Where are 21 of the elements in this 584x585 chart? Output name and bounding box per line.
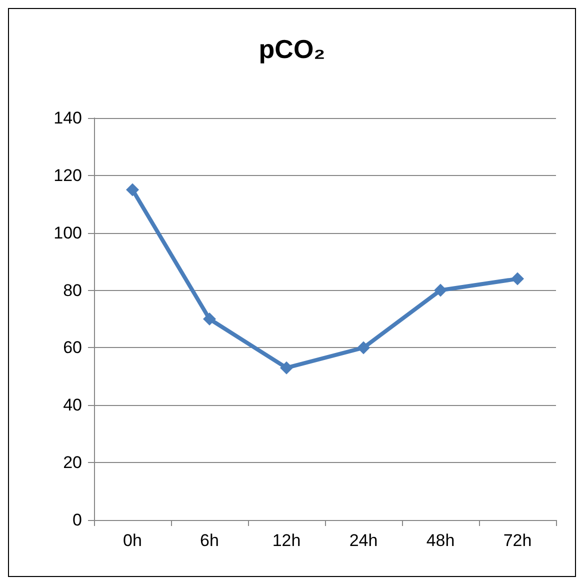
point — [357, 341, 370, 354]
chart-title: pCO₂ — [258, 34, 326, 64]
y-tick-label: 20 — [63, 453, 82, 472]
point — [203, 312, 216, 326]
x-tick-label: 12h — [272, 531, 301, 550]
x-tick-label: 6h — [200, 531, 219, 550]
y-tick-label: 60 — [63, 338, 82, 358]
x-tick-label: 24h — [349, 531, 378, 550]
y-tick-label: 120 — [54, 166, 82, 185]
point — [434, 284, 447, 297]
x-tick-label: 72h — [503, 531, 532, 550]
point — [126, 183, 139, 196]
x-tick-label: 48h — [426, 531, 455, 550]
point — [511, 272, 524, 286]
y-tick-label: 80 — [63, 280, 82, 300]
y-tick-label: 100 — [54, 223, 82, 242]
y-tick-label: 40 — [63, 396, 82, 415]
y-tick-label: 0 — [72, 510, 82, 530]
point — [280, 361, 293, 374]
y-tick-label: 140 — [54, 108, 82, 128]
x-tick-label: 0h — [123, 531, 142, 550]
